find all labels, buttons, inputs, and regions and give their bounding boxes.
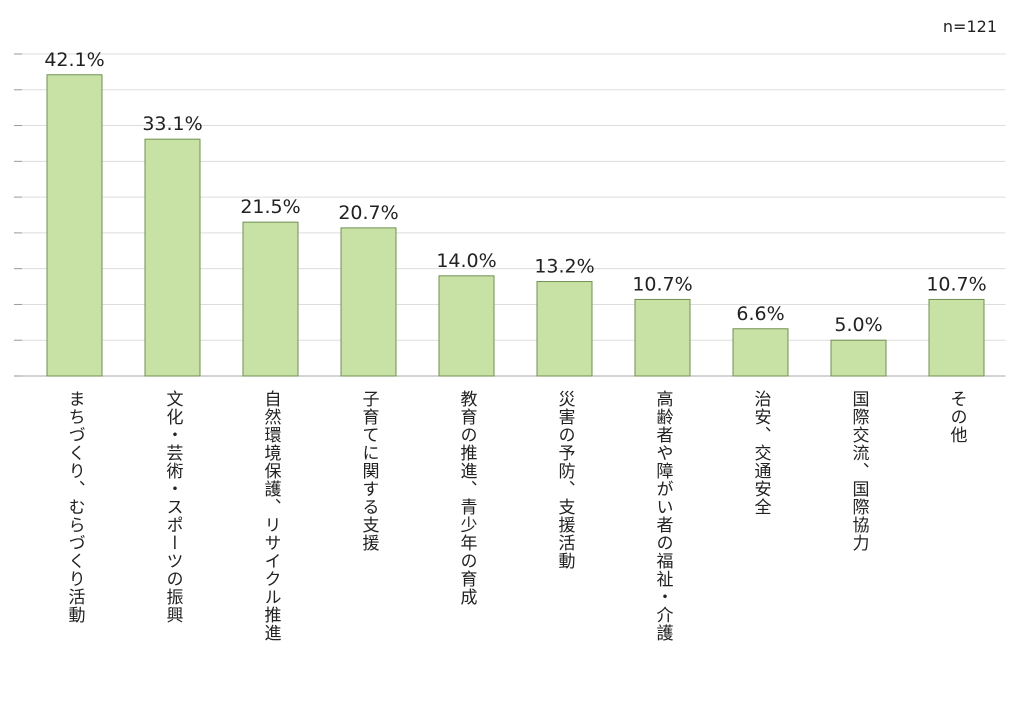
bar	[536, 281, 593, 377]
value-label: 21.5%	[240, 196, 300, 218]
value-label: 33.1%	[142, 113, 202, 135]
value-label: 10.7%	[632, 273, 692, 295]
value-label: 42.1%	[44, 49, 104, 71]
bar	[144, 138, 201, 377]
x-tick-label: その他	[947, 390, 968, 444]
x-tick-label: 教育の推進、青少年の育成	[457, 390, 478, 606]
x-tick-label: 災害の予防、支援活動	[555, 390, 576, 570]
bar	[340, 227, 397, 377]
bar	[732, 328, 789, 377]
x-tick-label: 子育てに関する支援	[359, 390, 380, 552]
x-tick-label: 自然環境保護、リサイクル推進	[261, 390, 282, 642]
value-label: 6.6%	[736, 303, 784, 325]
bar	[46, 74, 103, 377]
value-label: 10.7%	[926, 273, 986, 295]
bar	[830, 339, 887, 377]
value-label: 20.7%	[338, 202, 398, 224]
value-label: 14.0%	[436, 250, 496, 272]
value-label: 5.0%	[834, 314, 882, 336]
x-tick-label: 国際交流、国際協力	[849, 390, 870, 552]
x-tick-label: 治安、交通安全	[751, 390, 772, 516]
x-tick-label: まちづくり、むらづくり活動	[65, 390, 86, 624]
bar	[928, 298, 985, 377]
x-tick-label: 文化・芸術・スポーツの振興	[163, 390, 184, 624]
bar	[438, 275, 495, 377]
bar	[634, 298, 691, 377]
sample-size: n=121	[943, 17, 997, 36]
bar	[242, 221, 299, 377]
x-tick-label: 高齢者や障がい者の福祉・介護	[653, 390, 674, 642]
value-label: 13.2%	[534, 256, 594, 278]
